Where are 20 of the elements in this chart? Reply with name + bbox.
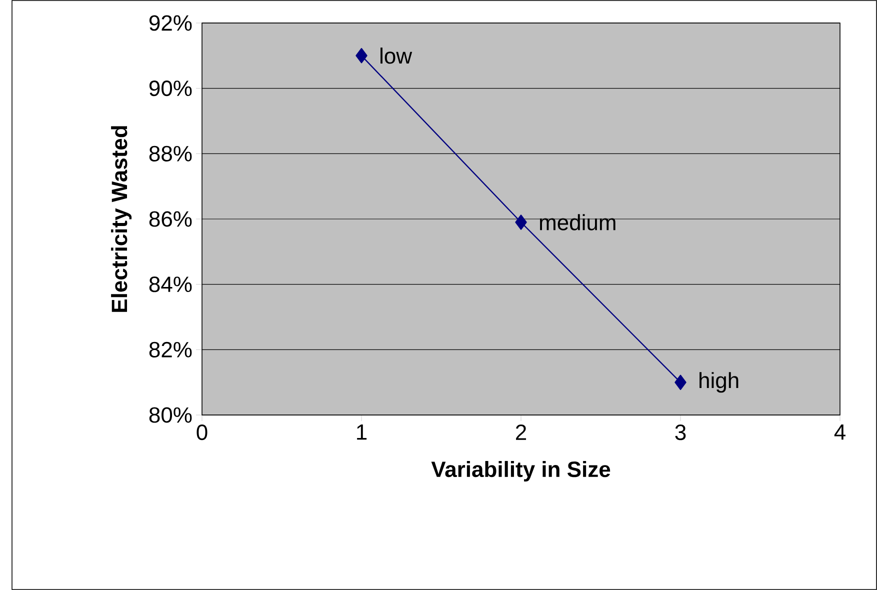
point bbox=[515, 214, 527, 230]
y-tick-label: 88% bbox=[149, 146, 192, 162]
y-tick-label: 90% bbox=[149, 80, 192, 96]
annotation: low bbox=[380, 48, 412, 64]
y-tick-label: 86% bbox=[149, 211, 192, 227]
x-tick-label: 3 bbox=[675, 424, 686, 440]
annotation: high bbox=[700, 372, 738, 393]
point bbox=[356, 48, 368, 64]
y-tick-label: 80% bbox=[149, 407, 192, 423]
x-tick-label: 1 bbox=[357, 424, 367, 440]
y-tick-label: 84% bbox=[149, 276, 192, 292]
x-axis-title: Variability in Size bbox=[431, 460, 610, 482]
annotation: medium bbox=[540, 214, 616, 230]
y-tick-label: 82% bbox=[149, 342, 192, 358]
y-axis-title: Electricity Wasted bbox=[111, 126, 132, 312]
point bbox=[674, 374, 686, 390]
x-tick-label: 0 bbox=[196, 424, 208, 440]
x-tick-label: 4 bbox=[834, 424, 846, 440]
x-tick-label: 2 bbox=[516, 424, 526, 440]
y-tick-label: 92% bbox=[149, 15, 192, 31]
